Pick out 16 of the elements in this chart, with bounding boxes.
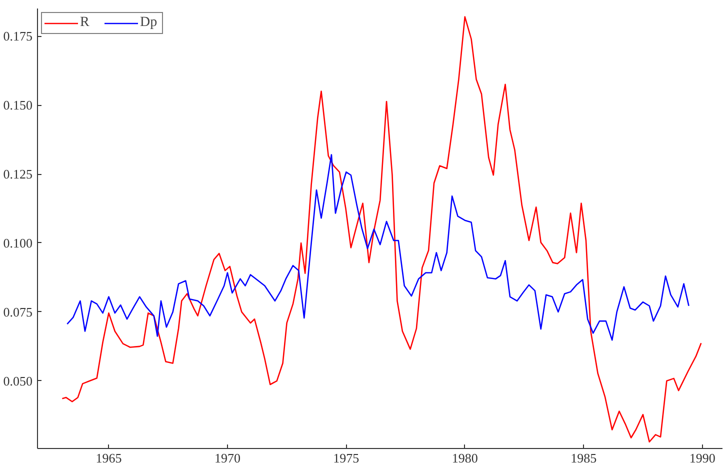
x-tick-label: 1975 (333, 450, 360, 465)
y-tick-label: 0.050 (3, 373, 32, 388)
y-tick-label: 0.100 (3, 235, 32, 250)
y-tick-label: 0.175 (3, 28, 32, 44)
line-series (66, 154, 690, 341)
x-tick-label: 1985 (570, 450, 597, 465)
line-series (62, 16, 702, 443)
x-tick-label: 1965 (96, 450, 122, 465)
x-tick-label: 1990 (689, 450, 716, 465)
legend-label: Dp (140, 15, 158, 31)
y-tick-label: 0.150 (3, 98, 32, 113)
x-tick-label: 1970 (214, 450, 240, 465)
y-tick-label: 0.075 (3, 304, 32, 320)
y-tick-label: 0.125 (3, 166, 32, 182)
legend-label: R (80, 15, 90, 31)
x-tick-label: 1980 (452, 450, 478, 465)
